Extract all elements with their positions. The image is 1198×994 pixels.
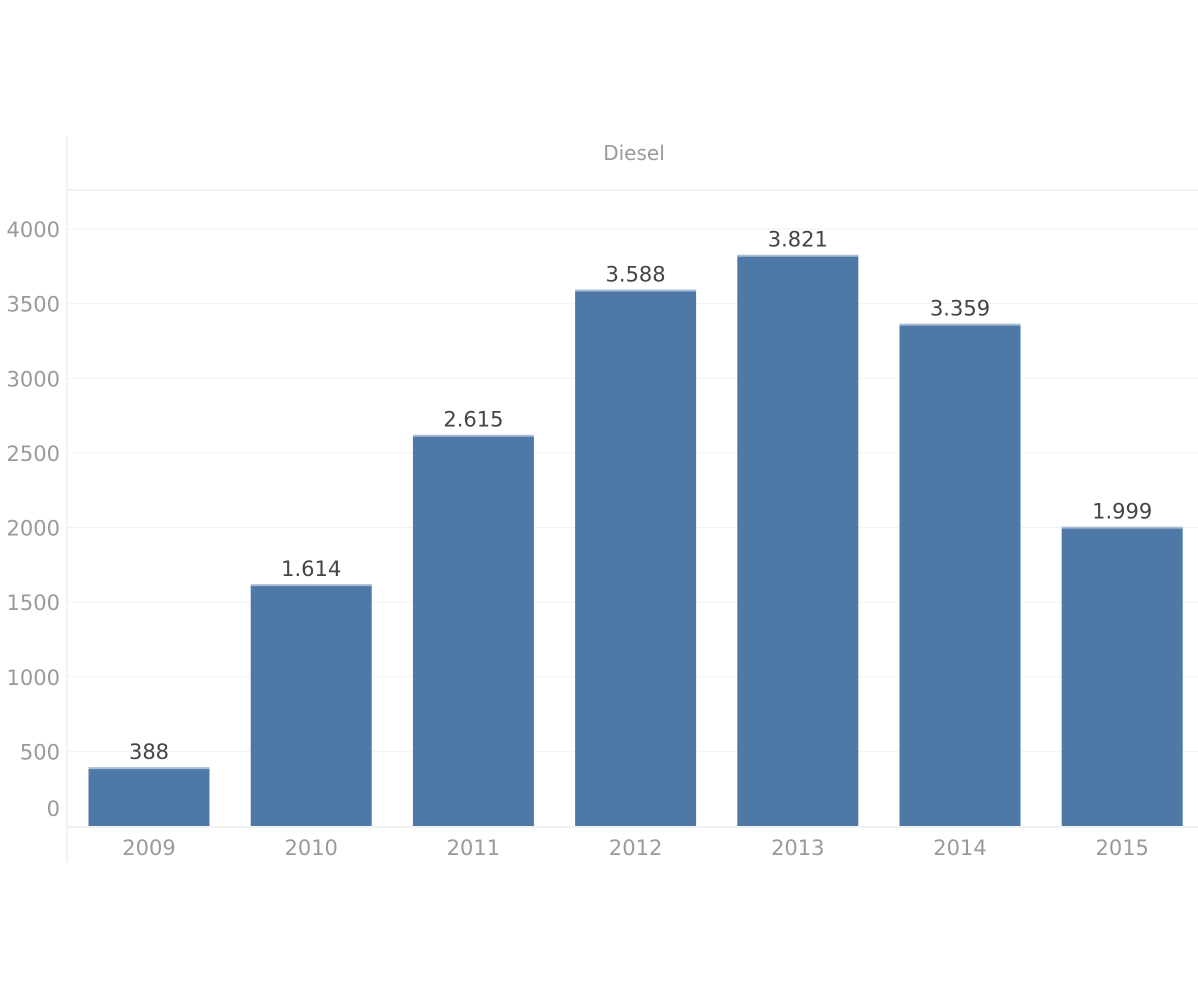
x-tick-label: 2011 — [447, 836, 500, 860]
y-tick-label: 3500 — [7, 293, 60, 317]
y-tick-label: 4000 — [7, 218, 60, 242]
bar-value-label: 3.821 — [768, 228, 828, 252]
y-tick-label: 3000 — [7, 367, 60, 391]
bar-value-label: 2.615 — [443, 408, 503, 432]
x-tick-label: 2010 — [284, 836, 337, 860]
y-tick-label: 500 — [20, 740, 60, 764]
bar-2015 — [1061, 527, 1183, 826]
chart-frame — [66, 136, 1198, 862]
bar-value-label: 1.614 — [281, 557, 341, 581]
bar-2014 — [899, 324, 1021, 826]
bar-value-label: 3.588 — [606, 262, 666, 286]
y-tick-label: 1500 — [7, 591, 60, 615]
x-tick-label: 2015 — [1095, 836, 1148, 860]
bar-2011 — [412, 435, 534, 826]
y-tick-label: 0 — [47, 797, 60, 821]
bar-value-label: 3.359 — [930, 297, 990, 321]
bar-2012 — [575, 290, 697, 827]
bar-value-label: 1.999 — [1092, 500, 1152, 524]
bar-2009 — [88, 768, 210, 826]
bar-2013 — [737, 255, 859, 826]
bar-2010 — [250, 585, 372, 826]
x-tick-label: 2012 — [609, 836, 662, 860]
y-axis-tick-labels: 0 500 1000 1500 2000 2500 3000 3500 4000 — [7, 218, 60, 821]
y-tick-label: 2500 — [7, 442, 60, 466]
bars — [88, 254, 1183, 827]
x-tick-label: 2014 — [933, 836, 986, 860]
panel-header-diesel: Diesel — [603, 141, 665, 165]
bar-value-labels: 388 1.614 2.615 3.588 3.821 3.359 1.999 — [129, 228, 1152, 764]
bar-value-label: 388 — [129, 740, 169, 764]
x-tick-label: 2013 — [771, 836, 824, 860]
y-tick-label: 1000 — [7, 666, 60, 690]
y-tick-label: 2000 — [7, 517, 60, 541]
x-axis-category-labels: 2009 2010 2011 2012 2013 2014 2015 — [122, 836, 1149, 860]
x-tick-label: 2009 — [122, 836, 175, 860]
